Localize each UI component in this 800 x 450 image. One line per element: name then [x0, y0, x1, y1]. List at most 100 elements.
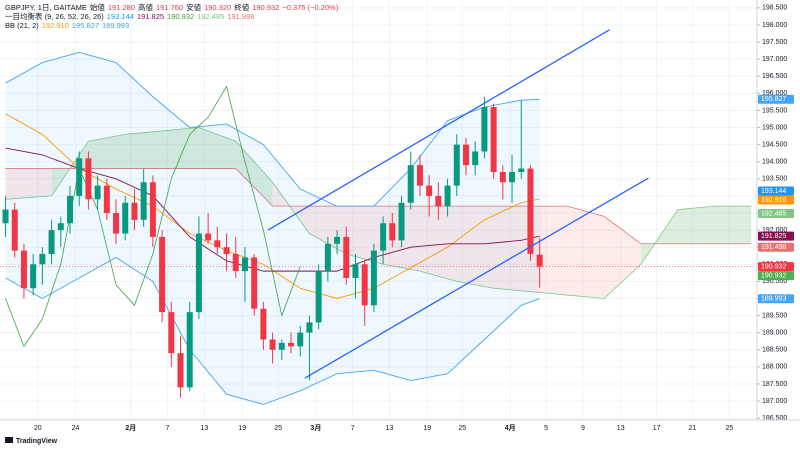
candle-body	[462, 144, 469, 166]
band-fill	[189, 124, 227, 395]
candle-body	[269, 339, 276, 350]
x-tick-label: 9	[581, 425, 585, 432]
price-label-box	[758, 262, 794, 272]
band-fill	[79, 52, 117, 278]
legend-row: 一目均衡表 (9, 26, 52, 26, 26) 193.144 191.825 1…	[5, 12, 341, 21]
price-label: 191.498	[761, 244, 786, 251]
candle-body	[20, 250, 27, 289]
y-tick-label: 187.000	[762, 398, 787, 405]
candle-body	[241, 257, 248, 272]
price-label: 192.910	[761, 197, 786, 204]
candle-body	[11, 209, 18, 251]
price-label-box	[758, 186, 794, 196]
change: −0.375 (−0.20%)	[282, 3, 339, 12]
ohlc-value: 190.320	[204, 3, 232, 12]
trend-line	[267, 29, 610, 231]
candle-body	[223, 247, 230, 255]
y-tick-label: 194.500	[762, 141, 787, 148]
price-label-box	[758, 271, 794, 281]
price-label: 190.932	[761, 263, 786, 270]
y-tick-label: 189.000	[762, 330, 787, 337]
y-tick-label: 196.500	[762, 73, 787, 80]
price-label-box	[758, 209, 794, 219]
ohlc-value: 191.760	[155, 3, 184, 12]
candle-body	[389, 223, 396, 241]
ohlc-value: 191.280	[107, 3, 135, 12]
legend-name: BB (21, 2)	[5, 21, 39, 30]
candle-body	[315, 271, 322, 323]
candle-body	[453, 144, 460, 186]
x-tick-label: 21	[689, 425, 697, 432]
price-label: 189.993	[761, 296, 786, 303]
y-tick-label: 198.500	[762, 5, 787, 12]
candle-body	[370, 250, 377, 306]
x-tick-label: 25	[458, 425, 466, 432]
trend-line	[304, 177, 649, 379]
legend-row: BB (21, 2) 192.910 195.827 189.993	[5, 21, 341, 30]
price-label-box	[758, 94, 794, 104]
price-label: 193.144	[761, 188, 786, 195]
x-tick-label: 24	[72, 425, 80, 432]
x-tick-label: 25	[274, 425, 282, 432]
candle-body	[361, 264, 368, 306]
price-label-box	[758, 231, 794, 241]
candle-body	[297, 332, 304, 347]
price-label: 191.825	[761, 233, 786, 240]
candle-body	[444, 185, 451, 207]
y-tick-label: 195.500	[762, 107, 787, 114]
y-tick-label: 192.000	[762, 227, 787, 234]
y-tick-label: 197.000	[762, 56, 787, 63]
price-label-box	[758, 294, 794, 304]
y-tick-label: 189.500	[762, 312, 787, 319]
y-tick-label: 197.500	[762, 39, 787, 46]
band-fill	[493, 206, 531, 292]
legend-value: 189.993	[102, 21, 130, 30]
x-tick-label: 4月	[505, 424, 516, 432]
band-fill	[456, 206, 494, 289]
price-label-box	[758, 195, 794, 205]
candle-body	[131, 202, 138, 220]
band-fill	[5, 168, 52, 200]
candle-body	[232, 254, 239, 272]
candle-body	[527, 168, 534, 254]
x-tick-label: 7	[166, 425, 170, 432]
candle-body	[306, 322, 313, 333]
y-tick-label: 186.500	[762, 415, 787, 422]
x-tick-label: 20	[34, 425, 42, 432]
candle-body	[66, 195, 73, 224]
brand: TradingView	[16, 438, 58, 445]
span-b	[5, 168, 752, 245]
candle-body	[85, 158, 92, 200]
legend-value: 191.998	[227, 12, 255, 21]
price-label: 195.827	[761, 96, 786, 103]
candle-body	[343, 236, 350, 278]
band-fill	[88, 134, 126, 169]
legend-value: 192.485	[197, 12, 225, 21]
legend-name: 一目均衡表 (9, 26, 52, 26, 26)	[5, 12, 104, 21]
kijun	[5, 147, 540, 272]
ohlc-label: 終値	[234, 3, 250, 12]
candle-body	[149, 182, 156, 237]
price-label: 190.932	[761, 272, 786, 279]
ohlc-value: 190.932	[252, 3, 280, 12]
candle-body	[490, 107, 497, 172]
y-tick-label: 187.500	[762, 381, 787, 388]
candle-body	[472, 151, 479, 166]
candle-body	[278, 342, 285, 350]
candle-body	[380, 223, 387, 251]
ohlc-label: 始値	[89, 3, 105, 12]
band-fill	[567, 206, 605, 299]
candle-body	[195, 233, 202, 313]
y-tick-label: 188.000	[762, 364, 787, 371]
band-fill	[235, 141, 273, 207]
candle-body	[352, 264, 359, 278]
candle-body	[509, 171, 516, 183]
x-tick-label: 2月	[125, 424, 136, 432]
y-tick-label: 198.000	[762, 22, 787, 29]
candle-body	[140, 182, 147, 220]
y-tick-label: 196.000	[762, 90, 787, 97]
y-tick-label: 194.000	[762, 159, 787, 166]
candle-body	[426, 185, 433, 196]
x-tick-label: 19	[423, 425, 431, 432]
